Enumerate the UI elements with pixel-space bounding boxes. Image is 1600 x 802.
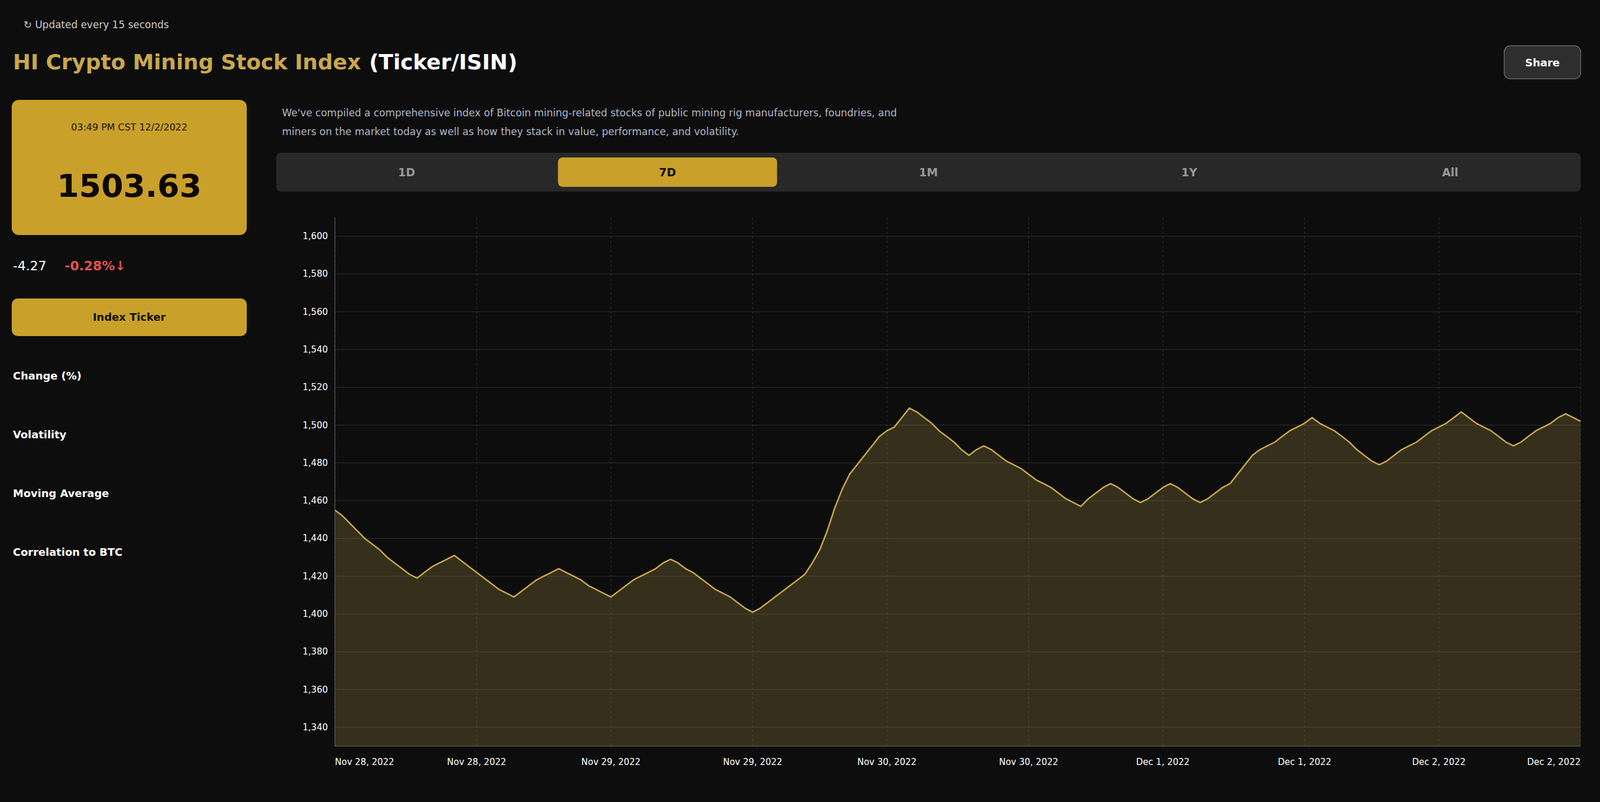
- page: ↻ Updated every 15 seconds HI Crypto Mini…: [0, 0, 1600, 802]
- update-text: ↻ Updated every 15 seconds: [23, 18, 170, 31]
- x-tick-label: Nov 29, 2022: [722, 756, 783, 768]
- y-tick-label: 1,380: [302, 646, 328, 657]
- x-tick-label: Dec 2, 2022: [1411, 756, 1466, 768]
- grid-line-y: [334, 273, 1581, 275]
- title: HI Crypto Mining Stock Index (Ticker/ISIN…: [12, 49, 518, 75]
- menu-item[interactable]: Correlation to BTC: [12, 545, 123, 559]
- tab[interactable]: 1M: [918, 165, 938, 179]
- description: miners on the market today as well as ho…: [282, 125, 739, 138]
- tab-bar: [276, 152, 1581, 192]
- grid-line-y: [334, 236, 1581, 237]
- grid-line-y: [334, 311, 1581, 313]
- share-label[interactable]: Share: [1524, 56, 1560, 69]
- menu-active-box[interactable]: [11, 298, 247, 337]
- tab-active-box[interactable]: [558, 157, 778, 187]
- y-tick-label: 1,460: [302, 495, 328, 506]
- tab[interactable]: 1Y: [1181, 165, 1198, 179]
- x-tick-label: Nov 28, 2022: [334, 756, 395, 768]
- x-tick-label: Dec 1, 2022: [1136, 756, 1190, 768]
- change: -4.27: [12, 258, 47, 274]
- y-tick-label: 1,400: [302, 608, 328, 620]
- chart: 1,340 1,360 1,380 1,400 1,420 1,440 1,460 1,480…: [302, 217, 1581, 768]
- tab[interactable]: All: [1441, 165, 1459, 179]
- x-axis-line: [334, 746, 1581, 747]
- x-tick-label: Nov 30, 2022: [998, 756, 1059, 768]
- series: [334, 408, 1581, 747]
- tab[interactable]: 7D: [659, 165, 677, 179]
- tab[interactable]: 1D: [398, 165, 416, 179]
- x-tick-label: Dec 1, 2022: [1278, 756, 1332, 768]
- area: [334, 408, 1581, 747]
- y-tick-label: 1,600: [302, 230, 328, 242]
- grid-line-y: [334, 349, 1581, 351]
- title-main: HI Crypto Mining Stock Index: [12, 49, 361, 75]
- y-tick-label: 1,520: [302, 381, 328, 393]
- menu-item[interactable]: Volatility: [12, 428, 67, 441]
- y-tick-label: 1,560: [302, 306, 328, 318]
- grid-line-x: [334, 217, 336, 747]
- y-tick-label: 1,360: [302, 684, 328, 696]
- grid-line-y: [334, 424, 1581, 426]
- price-box: [11, 99, 247, 236]
- x-tick-label: Dec 2, 2022: [1527, 756, 1581, 768]
- menu-item[interactable]: Moving Average: [12, 487, 110, 500]
- x-tick-label: Nov 28, 2022: [447, 756, 507, 768]
- share-button[interactable]: Share: [1504, 45, 1581, 79]
- share-button-box[interactable]: [1504, 45, 1581, 79]
- y-axis-line: [334, 217, 336, 747]
- grid-line-y: [334, 387, 1581, 388]
- y-tick-label: 1,420: [302, 571, 328, 582]
- change-pct: -0.28%↓: [64, 258, 126, 274]
- y-tick-label: 1,580: [302, 268, 328, 280]
- y-tick-label: 1,500: [302, 420, 328, 431]
- line: [334, 408, 1581, 613]
- y-tick-label: 1,340: [302, 722, 328, 733]
- y-tick-label: 1,440: [302, 532, 328, 544]
- description: We've compiled a comprehensive index of …: [282, 106, 897, 119]
- y-tick-label: 1,480: [302, 457, 328, 469]
- subtitle: (Ticker/ISIN): [369, 49, 518, 75]
- y-tick-label: 1,540: [302, 344, 328, 355]
- x-tick-label: Nov 29, 2022: [581, 756, 641, 768]
- x-tick-label: Nov 30, 2022: [857, 756, 917, 768]
- grid: [334, 217, 1581, 747]
- menu-item[interactable]: Change (%): [12, 369, 82, 382]
- menu-item[interactable]: Index Ticker: [92, 310, 166, 324]
- price: 1503.63: [56, 167, 202, 205]
- timestamp: 03:49 PM CST 12/2/2022: [71, 121, 188, 133]
- background: [0, 0, 1600, 802]
